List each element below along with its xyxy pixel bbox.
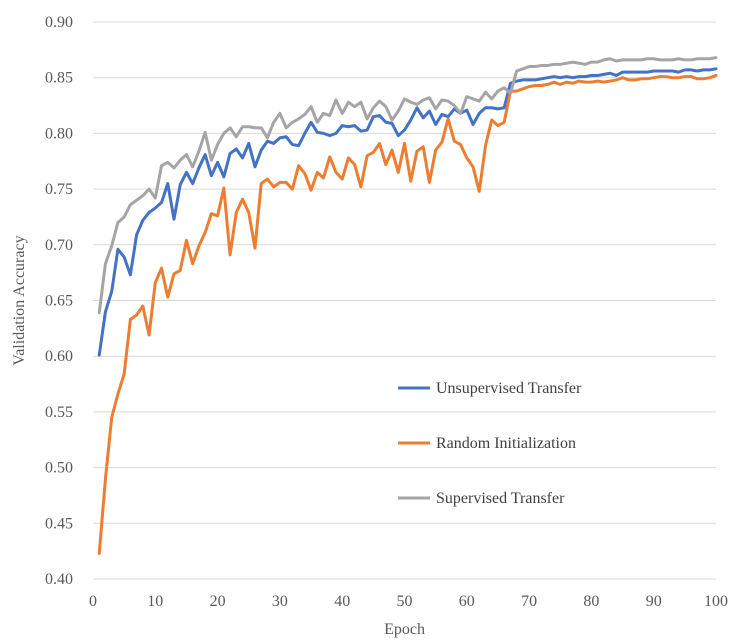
y-tick-label: 0.90 — [45, 14, 73, 31]
y-tick-label: 0.55 — [45, 404, 73, 421]
x-tick-label: 100 — [704, 593, 728, 610]
y-tick-label: 0.40 — [45, 571, 73, 588]
x-tick-label: 20 — [210, 593, 226, 610]
x-tick-label: 70 — [521, 593, 537, 610]
series-line-1 — [97, 67, 718, 357]
y-tick-label: 0.65 — [45, 293, 73, 310]
legend-label: Unsupervised Transfer — [436, 380, 582, 397]
y-axis-title: Validation Accuracy — [11, 235, 28, 365]
y-tick-label: 0.75 — [45, 181, 73, 198]
y-tick-label: 0.45 — [45, 515, 73, 532]
x-axis-title: Epoch — [384, 621, 425, 638]
x-tick-label: 0 — [89, 593, 97, 610]
x-axis-ticks: 0 10 20 30 40 50 60 70 80 90 100 — [89, 593, 728, 610]
x-tick-label: 40 — [334, 593, 350, 610]
series-line-3 — [97, 56, 718, 315]
series-lines — [97, 56, 718, 555]
grid-lines — [93, 21, 716, 580]
series-line-2 — [97, 73, 718, 555]
x-tick-label: 30 — [272, 593, 288, 610]
y-tick-label: 0.70 — [45, 237, 73, 254]
legend-label: Supervised Transfer — [436, 490, 565, 507]
x-tick-label: 10 — [147, 593, 163, 610]
y-tick-label: 0.85 — [45, 70, 73, 87]
legend: Unsupervised Transfer Random Initializati… — [398, 380, 582, 507]
y-tick-label: 0.80 — [45, 125, 73, 142]
y-tick-label: 0.60 — [45, 348, 73, 365]
x-tick-label: 50 — [397, 593, 413, 610]
y-tick-label: 0.50 — [45, 460, 73, 477]
x-tick-label: 80 — [583, 593, 599, 610]
y-axis-ticks: 0.40 0.45 0.50 0.55 0.60 0.65 0.70 0.75 0.80 0.85… — [45, 14, 73, 588]
x-tick-label: 90 — [646, 593, 662, 610]
legend-label: Random Initialization — [436, 435, 576, 452]
x-tick-label: 60 — [459, 593, 475, 610]
